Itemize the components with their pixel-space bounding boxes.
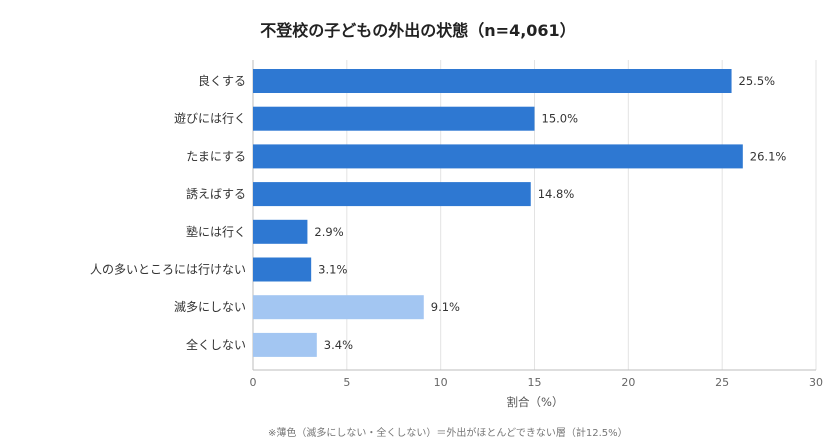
bars [253,69,743,357]
x-tick-label: 15 [528,376,542,389]
bar [253,69,732,93]
x-axis-ticks: 0 5 10 15 20 25 30 [250,376,824,389]
footnote: ※薄色（滅多にしない・全くしない）＝外出がほとんどできない層（計12.5%） [268,426,628,439]
bar [253,219,308,244]
bar [253,257,312,282]
gridlines [252,60,817,371]
data-label: 3.4% [324,338,353,352]
category-label: 遊びには行く [174,111,246,126]
category-label: 塾には行く [186,224,246,239]
x-tick-label: 30 [809,376,823,389]
data-label: 25.5% [739,74,776,88]
data-label: 15.0% [542,112,579,126]
chart-title: 不登校の子どもの外出の状態（n=4,061） [260,21,575,40]
x-axis-title: 割合（%） [507,395,564,409]
bar [253,332,317,357]
labels: 良くする 25.5% 遊びには行く 15.0% たまにする 26.1% 誘えばする 14.8%… [90,73,786,352]
category-label: 滅多にしない [174,300,246,314]
bar [253,182,531,207]
bar [253,144,743,169]
category-label: 全くしない [186,337,246,352]
category-label: 人の多いところには行けない [90,263,246,277]
x-tick-label: 25 [715,376,729,389]
x-tick-label: 20 [621,376,635,389]
bar [253,295,424,320]
bar [253,106,535,131]
category-label: たまにする [186,149,246,163]
data-label: 9.1% [431,300,460,314]
data-label: 3.1% [318,263,347,277]
x-tick-label: 10 [434,376,448,389]
x-tick-label: 5 [343,376,350,389]
data-label: 26.1% [750,149,787,163]
data-label: 14.8% [538,187,575,201]
x-tick-label: 0 [250,376,257,389]
category-label: 誘えばする [186,187,246,201]
category-label: 良くする [198,73,246,88]
data-label: 2.9% [314,225,343,239]
